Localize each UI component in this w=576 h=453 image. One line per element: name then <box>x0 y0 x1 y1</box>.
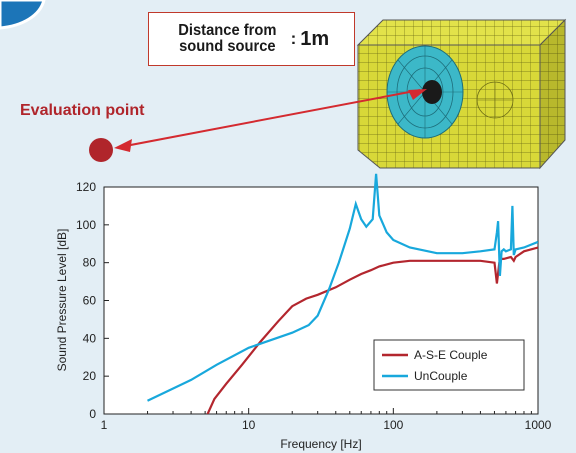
evaluation-point-dot <box>89 138 113 162</box>
distance-label: Distance from sound source <box>178 22 277 55</box>
y-tick-label: 60 <box>83 294 97 308</box>
y-tick-label: 40 <box>83 331 97 345</box>
arrowhead-right <box>408 89 427 100</box>
legend-label-a-s-e-couple: A-S-E Couple <box>414 348 488 362</box>
distance-arrow <box>119 89 421 148</box>
x-tick-label: 100 <box>383 418 403 432</box>
mesh-model <box>356 18 567 170</box>
distance-separator: : <box>290 29 297 48</box>
rear-mesh-circle <box>476 81 514 119</box>
distance-callout-box: Distance from sound source : 1m <box>148 12 355 66</box>
y-axis-ticks: 0 20 40 60 80 100 120 <box>76 180 109 421</box>
legend-label-uncouple: UnCouple <box>414 369 468 383</box>
x-axis-label: Frequency [Hz] <box>280 437 361 451</box>
distance-value: 1m <box>300 27 330 50</box>
chart: 1 10 100 1000 0 20 40 60 80 100 120 Frequency [Hz… <box>55 173 552 451</box>
corner-badge <box>0 0 46 30</box>
y-tick-label: 20 <box>83 369 97 383</box>
y-tick-label: 0 <box>89 407 96 421</box>
legend: A-S-E Couple UnCouple <box>373 339 525 391</box>
x-tick-label: 1000 <box>525 418 552 432</box>
x-axis-ticks: 1 10 100 1000 <box>101 408 552 432</box>
y-tick-label: 80 <box>83 256 97 270</box>
arrowhead-left <box>114 139 132 152</box>
evaluation-point-label: Evaluation point <box>20 102 145 119</box>
x-tick-label: 1 <box>101 418 108 432</box>
y-tick-label: 100 <box>76 218 96 232</box>
series-line-a-s-e-couple <box>206 246 538 414</box>
series-line-uncouple <box>147 173 538 402</box>
y-axis-label: Sound Pressure Level [dB] <box>55 229 69 372</box>
y-tick-label: 120 <box>76 180 96 194</box>
sphere-mesh <box>386 45 464 139</box>
x-tick-label: 10 <box>242 418 256 432</box>
